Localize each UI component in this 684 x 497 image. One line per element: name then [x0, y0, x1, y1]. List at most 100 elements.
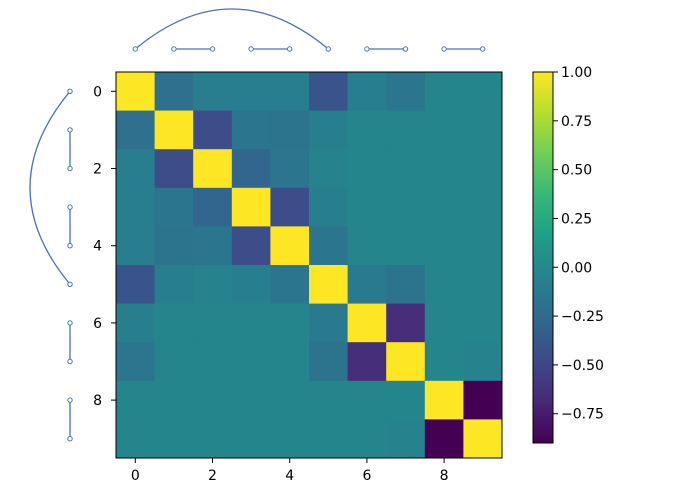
heatmap-cell	[463, 380, 503, 420]
heatmap-cell	[347, 380, 387, 420]
heatmap-cell	[231, 380, 271, 420]
left-dendrogram	[29, 88, 73, 442]
heatmap-cell	[347, 419, 387, 459]
heatmap-cell	[193, 149, 233, 189]
heatmap-cell	[463, 303, 503, 343]
heatmap-cell	[424, 303, 464, 343]
heatmap-cell	[270, 149, 310, 189]
heatmap-cell	[424, 226, 464, 266]
heatmap-cell	[231, 226, 271, 266]
heatmap-cell	[116, 380, 156, 420]
heatmap-cell	[309, 110, 349, 150]
heatmap-cell	[347, 303, 387, 343]
colorbar-tick-label: −0.75	[561, 407, 604, 423]
heatmap-cell	[193, 265, 233, 305]
heatmap-cell	[116, 303, 156, 343]
heatmap-cell	[231, 187, 271, 227]
heatmap-cell	[270, 419, 310, 459]
heatmap-cell	[424, 265, 464, 305]
heatmap-cell	[386, 380, 426, 420]
heatmap-cell	[463, 110, 503, 150]
colorbar-tick-label: 1.00	[561, 65, 592, 81]
heatmap-cell	[347, 72, 387, 112]
heatmap-cell	[231, 72, 271, 112]
heatmap-cell	[193, 226, 233, 266]
heatmap-cell	[231, 149, 271, 189]
colorbar-tick-label: 0.50	[561, 163, 592, 179]
x-axis: 0 2 4 6 8	[131, 458, 449, 484]
dendrogram-node	[132, 46, 139, 52]
heatmap-cell	[347, 149, 387, 189]
dendrogram-node	[441, 46, 447, 52]
dendrogram-node	[171, 46, 177, 52]
heatmap-cell	[424, 342, 464, 382]
heatmap-cell	[116, 110, 156, 150]
heatmap-cell	[231, 419, 271, 459]
heatmap-cell	[386, 303, 426, 343]
heatmap-cell	[193, 187, 233, 227]
x-tick-label: 8	[440, 468, 449, 484]
heatmap-cell	[347, 226, 387, 266]
y-tick-label: 2	[93, 162, 102, 178]
heatmap-cell	[386, 342, 426, 382]
heatmap-cell	[424, 187, 464, 227]
dendrogram-node	[287, 46, 293, 52]
x-tick-label: 0	[131, 468, 140, 484]
heatmap-cell	[347, 342, 387, 382]
y-axis: 0 2 4 6 8	[93, 84, 116, 409]
y-tick-label: 8	[93, 393, 102, 409]
dendrogram-node	[402, 46, 409, 52]
colorbar-tick-label: 0.25	[561, 211, 592, 227]
dendrogram-node	[67, 281, 73, 287]
heatmap-cell	[116, 149, 156, 189]
dendrogram-node	[67, 436, 73, 442]
heatmap-cell	[154, 380, 194, 420]
heatmap-cell	[231, 110, 271, 150]
heatmap-cell	[116, 226, 156, 266]
heatmap-cell	[309, 265, 349, 305]
heatmap-cell	[386, 265, 426, 305]
dendrogram-node	[364, 46, 370, 52]
heatmap-cell	[424, 110, 464, 150]
heatmap-cell	[424, 380, 464, 420]
y-tick-label: 4	[93, 239, 102, 255]
heatmap-cell	[116, 265, 156, 305]
dendrogram-node	[67, 127, 73, 133]
heatmap-cell	[231, 342, 271, 382]
heatmap-cell	[154, 226, 194, 266]
colorbar-tick-label: −0.25	[561, 309, 604, 325]
heatmap-cell	[463, 187, 503, 227]
heatmap-cell	[386, 149, 426, 189]
dendrogram-node	[67, 88, 73, 95]
heatmap-cell	[193, 419, 233, 459]
heatmap-cell	[424, 419, 464, 459]
heatmap-cell	[386, 110, 426, 150]
dendrogram-node	[67, 243, 73, 249]
heatmap-cell	[347, 110, 387, 150]
heatmap-cell	[309, 419, 349, 459]
heatmap-cell	[386, 187, 426, 227]
heatmap-cell	[193, 110, 233, 150]
colorbar-tick-label: 0.00	[561, 260, 592, 276]
heatmap-cell	[386, 72, 426, 112]
heatmap-cell	[463, 265, 503, 305]
colorbar-tick-label: 0.75	[561, 114, 592, 130]
heatmap-cell	[116, 72, 156, 112]
colorbar-tick-label: −0.50	[561, 358, 604, 374]
heatmap-cell	[154, 303, 194, 343]
heatmap-cell	[116, 419, 156, 459]
top-dendrogram	[132, 8, 486, 52]
dendrogram-node	[67, 165, 73, 172]
heatmap-cell	[154, 342, 194, 382]
heatmap-cell	[424, 149, 464, 189]
dendrogram-node	[325, 46, 331, 52]
colorbar	[532, 71, 554, 444]
y-tick-label: 0	[93, 84, 102, 100]
heatmap-cell	[231, 265, 271, 305]
heatmap-cell	[116, 342, 156, 382]
heatmap-cell	[154, 187, 194, 227]
heatmap-cell	[270, 265, 310, 305]
heatmap-cell	[193, 72, 233, 112]
heatmap-cell	[193, 303, 233, 343]
x-tick-label: 6	[362, 468, 371, 484]
